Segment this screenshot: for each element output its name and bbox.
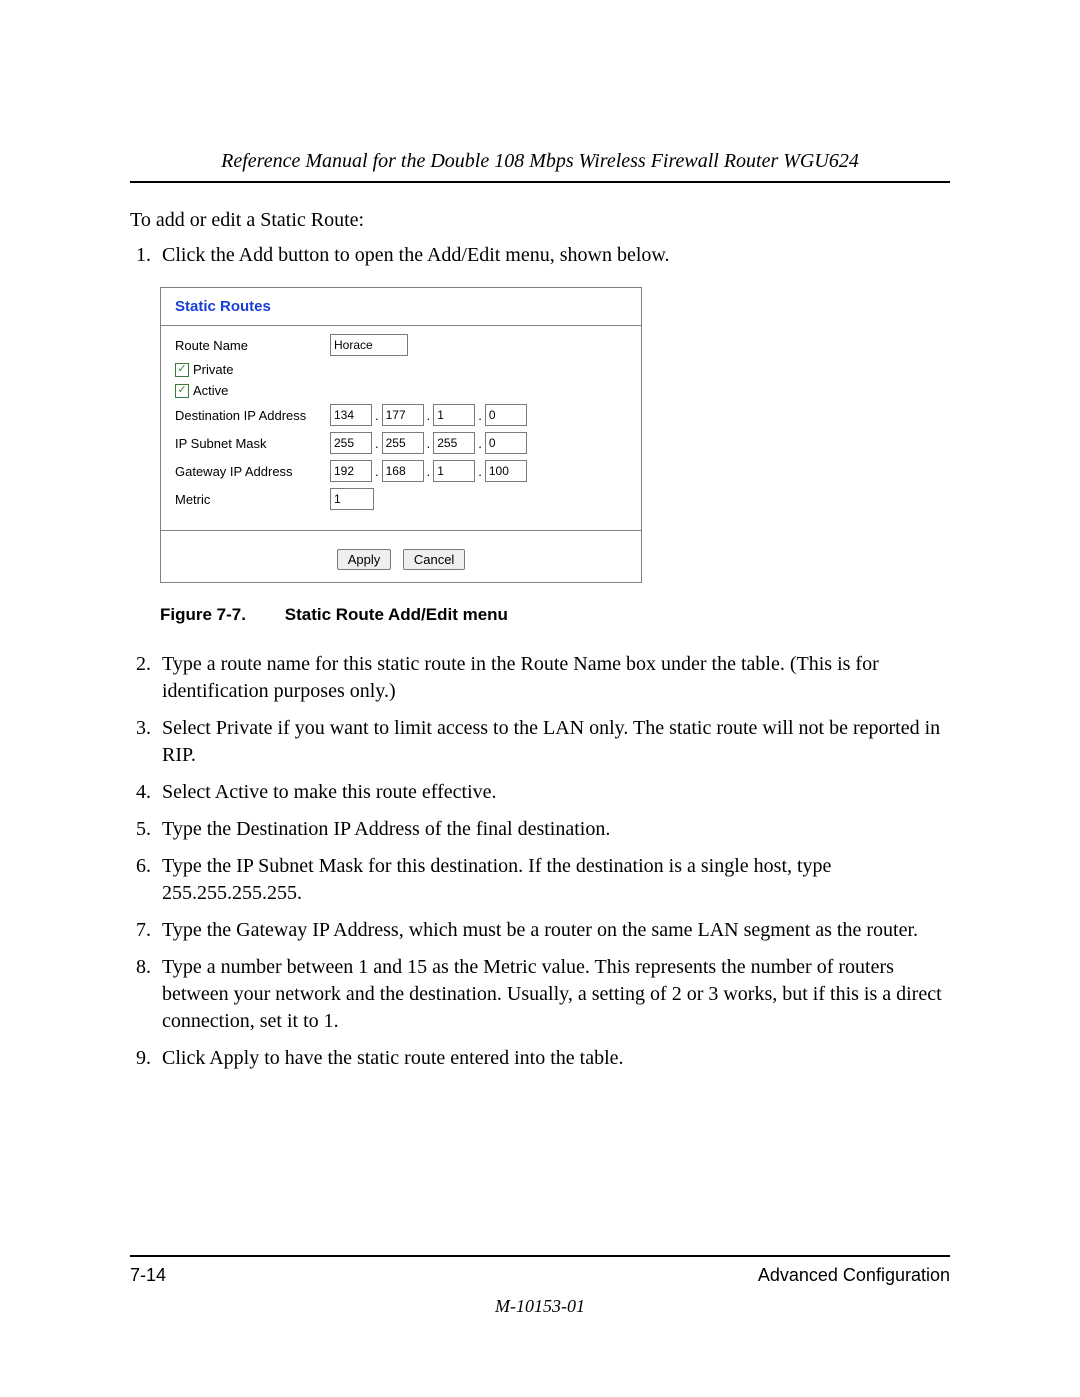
metric-input[interactable]: [330, 488, 374, 510]
mask-octet-2[interactable]: [382, 432, 424, 454]
step-2: Type a route name for this static route …: [156, 651, 950, 705]
doc-number: M-10153-01: [130, 1296, 950, 1317]
figure-static-routes: Static Routes Route Name ✓ Private ✓: [160, 287, 950, 625]
route-name-input[interactable]: [330, 334, 408, 356]
panel-title: Static Routes: [161, 288, 641, 321]
ip-dot: .: [374, 408, 380, 423]
ip-dot: .: [477, 436, 483, 451]
ip-dot: .: [426, 464, 432, 479]
mask-octet-3[interactable]: [433, 432, 475, 454]
dest-ip-octet-4[interactable]: [485, 404, 527, 426]
header-rule: [130, 181, 950, 183]
step-9: Click Apply to have the static route ent…: [156, 1045, 950, 1072]
step-3: Select Private if you want to limit acce…: [156, 715, 950, 769]
dest-ip-label: Destination IP Address: [175, 408, 330, 423]
intro-text: To add or edit a Static Route:: [130, 207, 950, 234]
gateway-octet-3[interactable]: [433, 460, 475, 482]
running-header: Reference Manual for the Double 108 Mbps…: [130, 150, 950, 173]
figure-caption: Figure 7-7. Static Route Add/Edit menu: [160, 605, 950, 625]
gateway-octet-1[interactable]: [330, 460, 372, 482]
cancel-button[interactable]: Cancel: [403, 549, 465, 570]
dest-ip-octet-1[interactable]: [330, 404, 372, 426]
steps-list-top: Click the Add button to open the Add/Edi…: [130, 242, 950, 269]
private-label: Private: [193, 362, 233, 377]
page-footer: 7-14 Advanced Configuration M-10153-01: [130, 1255, 950, 1317]
step-6: Type the IP Subnet Mask for this destina…: [156, 853, 950, 907]
ip-dot: .: [477, 408, 483, 423]
mask-octet-4[interactable]: [485, 432, 527, 454]
step-5: Type the Destination IP Address of the f…: [156, 816, 950, 843]
figure-caption-title: Static Route Add/Edit menu: [285, 605, 508, 624]
gateway-octet-2[interactable]: [382, 460, 424, 482]
private-checkbox[interactable]: ✓: [175, 363, 189, 377]
step-1: Click the Add button to open the Add/Edi…: [156, 242, 950, 269]
mask-label: IP Subnet Mask: [175, 436, 330, 451]
active-label: Active: [193, 383, 228, 398]
metric-label: Metric: [175, 492, 330, 507]
section-name: Advanced Configuration: [758, 1265, 950, 1286]
figure-caption-number: Figure 7-7.: [160, 605, 280, 625]
step-4: Select Active to make this route effecti…: [156, 779, 950, 806]
mask-octet-1[interactable]: [330, 432, 372, 454]
panel-separator-bottom: [161, 530, 641, 531]
gateway-octet-4[interactable]: [485, 460, 527, 482]
panel-separator: [161, 325, 641, 326]
step-8: Type a number between 1 and 15 as the Me…: [156, 954, 950, 1035]
page-number: 7-14: [130, 1265, 166, 1286]
apply-button[interactable]: Apply: [337, 549, 392, 570]
ip-dot: .: [426, 436, 432, 451]
ip-dot: .: [374, 464, 380, 479]
dest-ip-octet-3[interactable]: [433, 404, 475, 426]
gateway-label: Gateway IP Address: [175, 464, 330, 479]
ip-dot: .: [374, 436, 380, 451]
steps-list-bottom: Type a route name for this static route …: [130, 651, 950, 1072]
ip-dot: .: [426, 408, 432, 423]
step-7: Type the Gateway IP Address, which must …: [156, 917, 950, 944]
dest-ip-octet-2[interactable]: [382, 404, 424, 426]
ip-dot: .: [477, 464, 483, 479]
static-routes-panel: Static Routes Route Name ✓ Private ✓: [160, 287, 642, 583]
footer-rule: [130, 1255, 950, 1257]
route-name-label: Route Name: [175, 338, 330, 353]
active-checkbox[interactable]: ✓: [175, 384, 189, 398]
